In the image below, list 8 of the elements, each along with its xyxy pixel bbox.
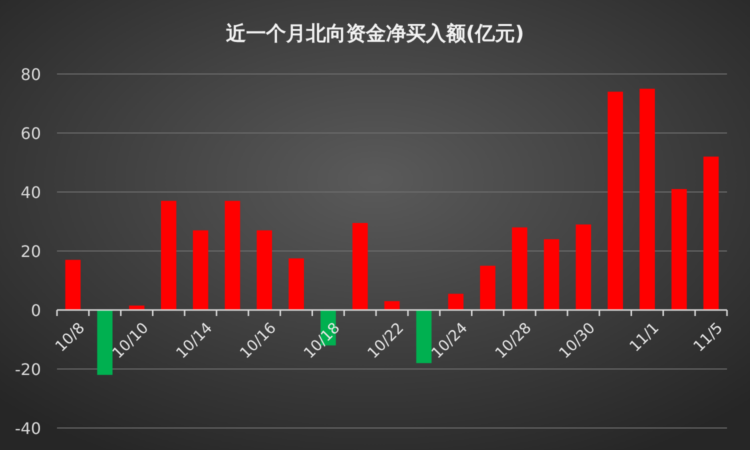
y-tick-label: 80 [20, 65, 41, 84]
chart-title: 近一个月北向资金净买入额(亿元) [224, 21, 524, 45]
y-tick-label: 40 [20, 183, 41, 202]
y-tick-label: 60 [20, 124, 41, 143]
y-tick-label: -20 [14, 360, 41, 379]
y-tick-label: 0 [30, 301, 41, 320]
y-tick-label: -40 [14, 419, 41, 438]
y-tick-label: 20 [20, 242, 41, 261]
